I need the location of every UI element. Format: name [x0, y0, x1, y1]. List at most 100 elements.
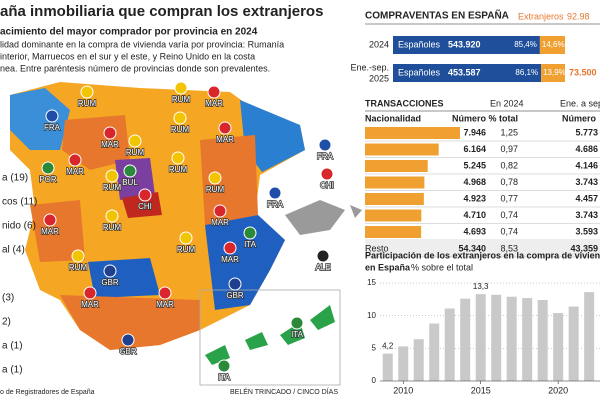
map-label: RUM: [103, 223, 122, 232]
legend-item: a (1): [2, 341, 23, 352]
chart-subtitle: en España: [365, 262, 411, 272]
map-label: RUM: [126, 148, 145, 157]
title: aña inmobiliaria que compran los extranj…: [0, 3, 323, 20]
flag: [228, 277, 242, 291]
chart-subtitle: % sobre el total: [411, 262, 473, 272]
balearic-islands: [285, 200, 345, 235]
map-label: CHI: [320, 181, 334, 190]
flag: [316, 249, 330, 263]
flag: [128, 134, 142, 148]
y-tick-label: 10: [367, 311, 376, 320]
legend-item: 2): [2, 317, 11, 328]
bar: [491, 294, 502, 381]
number-2025: 4.457: [575, 193, 598, 203]
map-label: FRA: [267, 200, 284, 209]
flag: [121, 333, 135, 347]
map-label: GBR: [119, 347, 137, 356]
bar: [537, 300, 548, 381]
number-2025: 4.146: [575, 160, 598, 170]
region-fra: [10, 88, 70, 150]
number-2025: 5.773: [575, 127, 598, 137]
map-label: RUM: [69, 263, 88, 272]
flag: [83, 286, 97, 300]
bar-number: 543.920: [448, 39, 481, 49]
bar: [365, 226, 422, 238]
map-label: MAR: [41, 227, 59, 236]
flag: [218, 121, 232, 135]
nationality: Resto: [365, 243, 389, 253]
flag: [173, 111, 187, 125]
legend-item: a (19): [2, 173, 28, 184]
map-label: MAR: [101, 140, 119, 149]
x-tick-label: 2020: [548, 385, 568, 395]
region-gbr: [205, 215, 285, 310]
y-tick-label: 15: [367, 278, 376, 287]
number-2025: 3.743: [575, 177, 598, 187]
group-header: Ene. a sep.: [560, 98, 600, 108]
map-label: MAR: [66, 167, 84, 176]
map-label: MAR: [81, 300, 99, 309]
rest-bg: [365, 241, 600, 257]
number-2025: 3.593: [575, 226, 598, 236]
flag: [207, 85, 221, 99]
map-label: MAR: [216, 135, 234, 144]
map-label: MAR: [221, 255, 239, 264]
flag: [320, 167, 334, 181]
pct: 0,74: [500, 226, 518, 236]
number-2025: 43.359: [570, 243, 598, 253]
value-label: 4,2: [382, 342, 394, 351]
region-mar: [60, 295, 200, 350]
group-header: En 2024: [490, 98, 524, 108]
map-label: FRA: [44, 123, 61, 132]
map-label: MAR: [211, 218, 229, 227]
period: 2024: [369, 39, 389, 49]
flag: [123, 164, 137, 178]
column-header: Nacionalidad: [365, 113, 421, 123]
period: Ene.-sep.: [350, 62, 389, 72]
pct: 0,97: [500, 144, 518, 154]
flag: [45, 109, 59, 123]
map-label: RUM: [169, 165, 188, 174]
chart-title: Participación de los extranjeros en la c…: [365, 250, 600, 260]
flag: [158, 286, 172, 300]
map-label: BUL: [122, 178, 138, 187]
pct-label: 85,4%: [514, 40, 537, 49]
map-label: RUM: [171, 125, 190, 134]
transactions-table: Reino Unido7.9461,255.773Alemania6.1640,…: [365, 127, 600, 258]
y-tick-label: 5: [372, 343, 377, 352]
flag: [208, 171, 222, 185]
pct-label: 86,1%: [515, 68, 538, 77]
map-label: FRA: [317, 152, 334, 161]
compraventas-title: COMPRAVENTAS EN ESPAÑA: [365, 9, 509, 22]
number-2025: 3.743: [575, 210, 598, 220]
map-label: ITA: [291, 330, 304, 339]
bar: [584, 292, 595, 381]
map-label: ALE: [315, 263, 330, 272]
map-label: RUM: [172, 95, 191, 104]
number: 4.710: [463, 210, 486, 220]
flag: [268, 186, 282, 200]
pct-label: 13,9%: [543, 68, 566, 77]
pct: 0,82: [500, 160, 518, 170]
number: 7.946: [463, 127, 486, 137]
bar: [429, 323, 440, 381]
legend-label: Extranjeros: [518, 11, 564, 21]
flag: [138, 188, 152, 202]
column-header: % total: [488, 113, 518, 123]
pct: 0,74: [500, 210, 518, 220]
pct: 8,53: [500, 243, 518, 253]
subtitle: acimiento del mayor comprador por provin…: [0, 27, 258, 38]
balearic-islands: [350, 205, 362, 218]
bar: [398, 346, 409, 381]
map-label: ITA: [244, 240, 257, 249]
bar: [460, 298, 471, 381]
value-label: 13,3: [473, 282, 489, 291]
legend-item: cos (11): [2, 197, 37, 208]
flag: [243, 226, 257, 240]
map-label: RUM: [177, 245, 196, 254]
flag: [223, 241, 237, 255]
bar: [413, 339, 424, 381]
flag: [290, 316, 304, 330]
column-header: Número: [452, 113, 487, 123]
